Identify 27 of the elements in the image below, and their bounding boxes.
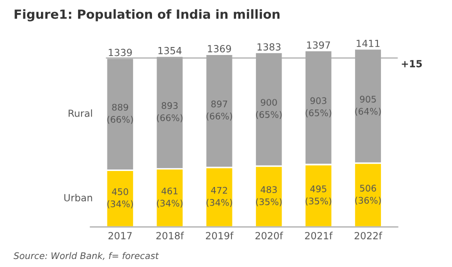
data-label: 495 (35%) xyxy=(306,185,332,206)
total-label: 1369 xyxy=(208,45,231,52)
total-label: 1354 xyxy=(158,46,182,54)
x-tick-label: 2020f xyxy=(255,232,284,240)
total-label: 1397 xyxy=(307,41,330,49)
total-label: 1339 xyxy=(108,48,132,56)
data-label: 506 (36%) xyxy=(355,184,381,205)
data-label: 889 (66%) xyxy=(107,104,133,124)
x-tick-label: 2022f xyxy=(354,232,382,240)
series-label: Rural xyxy=(68,109,92,117)
series-label: Urban xyxy=(64,194,92,202)
data-label: 461 (34%) xyxy=(156,188,182,208)
x-tick-label: 2019f xyxy=(206,232,234,240)
x-tick-label: 2017 xyxy=(108,232,132,240)
data-label: 893 (66%) xyxy=(156,102,182,122)
x-tick-label: 2018f xyxy=(156,232,184,240)
data-label: 472 (34%) xyxy=(206,186,232,207)
data-label: 905 (64%) xyxy=(355,96,381,116)
source-note: Source: World Bank, f= forecast xyxy=(14,252,159,260)
total-label: 1383 xyxy=(258,43,280,51)
chart-title: Figure1: Population of India in million xyxy=(14,9,280,22)
data-label: 903 (65%) xyxy=(306,97,332,118)
data-label: 897 (66%) xyxy=(206,100,232,121)
data-label: 900 (65%) xyxy=(256,98,282,120)
x-tick-label: 2021f xyxy=(305,232,333,240)
text: +15 xyxy=(402,60,422,68)
total-label: 1411 xyxy=(356,40,380,47)
